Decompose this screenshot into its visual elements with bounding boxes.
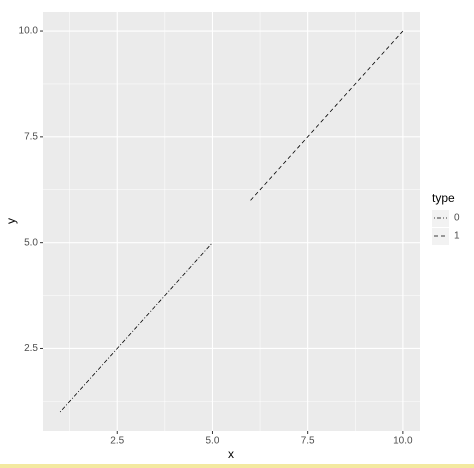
legend-key: [432, 210, 449, 227]
x-tick-label: 5.0: [206, 436, 220, 447]
legend-key: [432, 228, 449, 245]
line: [250, 30, 404, 201]
line: [59, 242, 213, 413]
x-tick-label: 2.5: [110, 436, 124, 447]
legend-label: 0: [454, 213, 460, 224]
legend-label: 1: [454, 231, 460, 242]
legend-title: type: [432, 191, 455, 205]
y-axis-title: y: [4, 218, 18, 224]
legend: 01: [432, 210, 460, 245]
grid: [43, 12, 420, 431]
y-tick-label: 7.5: [24, 131, 38, 142]
y-tick-label: 5.0: [24, 237, 38, 248]
x-tick-label: 10.0: [393, 436, 413, 447]
y-tick-label: 2.5: [24, 343, 38, 354]
x-axis-title: x: [228, 447, 234, 461]
marks: [59, 30, 404, 413]
window-edge: [0, 464, 474, 468]
y-tick-label: 10.0: [19, 26, 39, 37]
x-tick-label: 7.5: [301, 436, 315, 447]
